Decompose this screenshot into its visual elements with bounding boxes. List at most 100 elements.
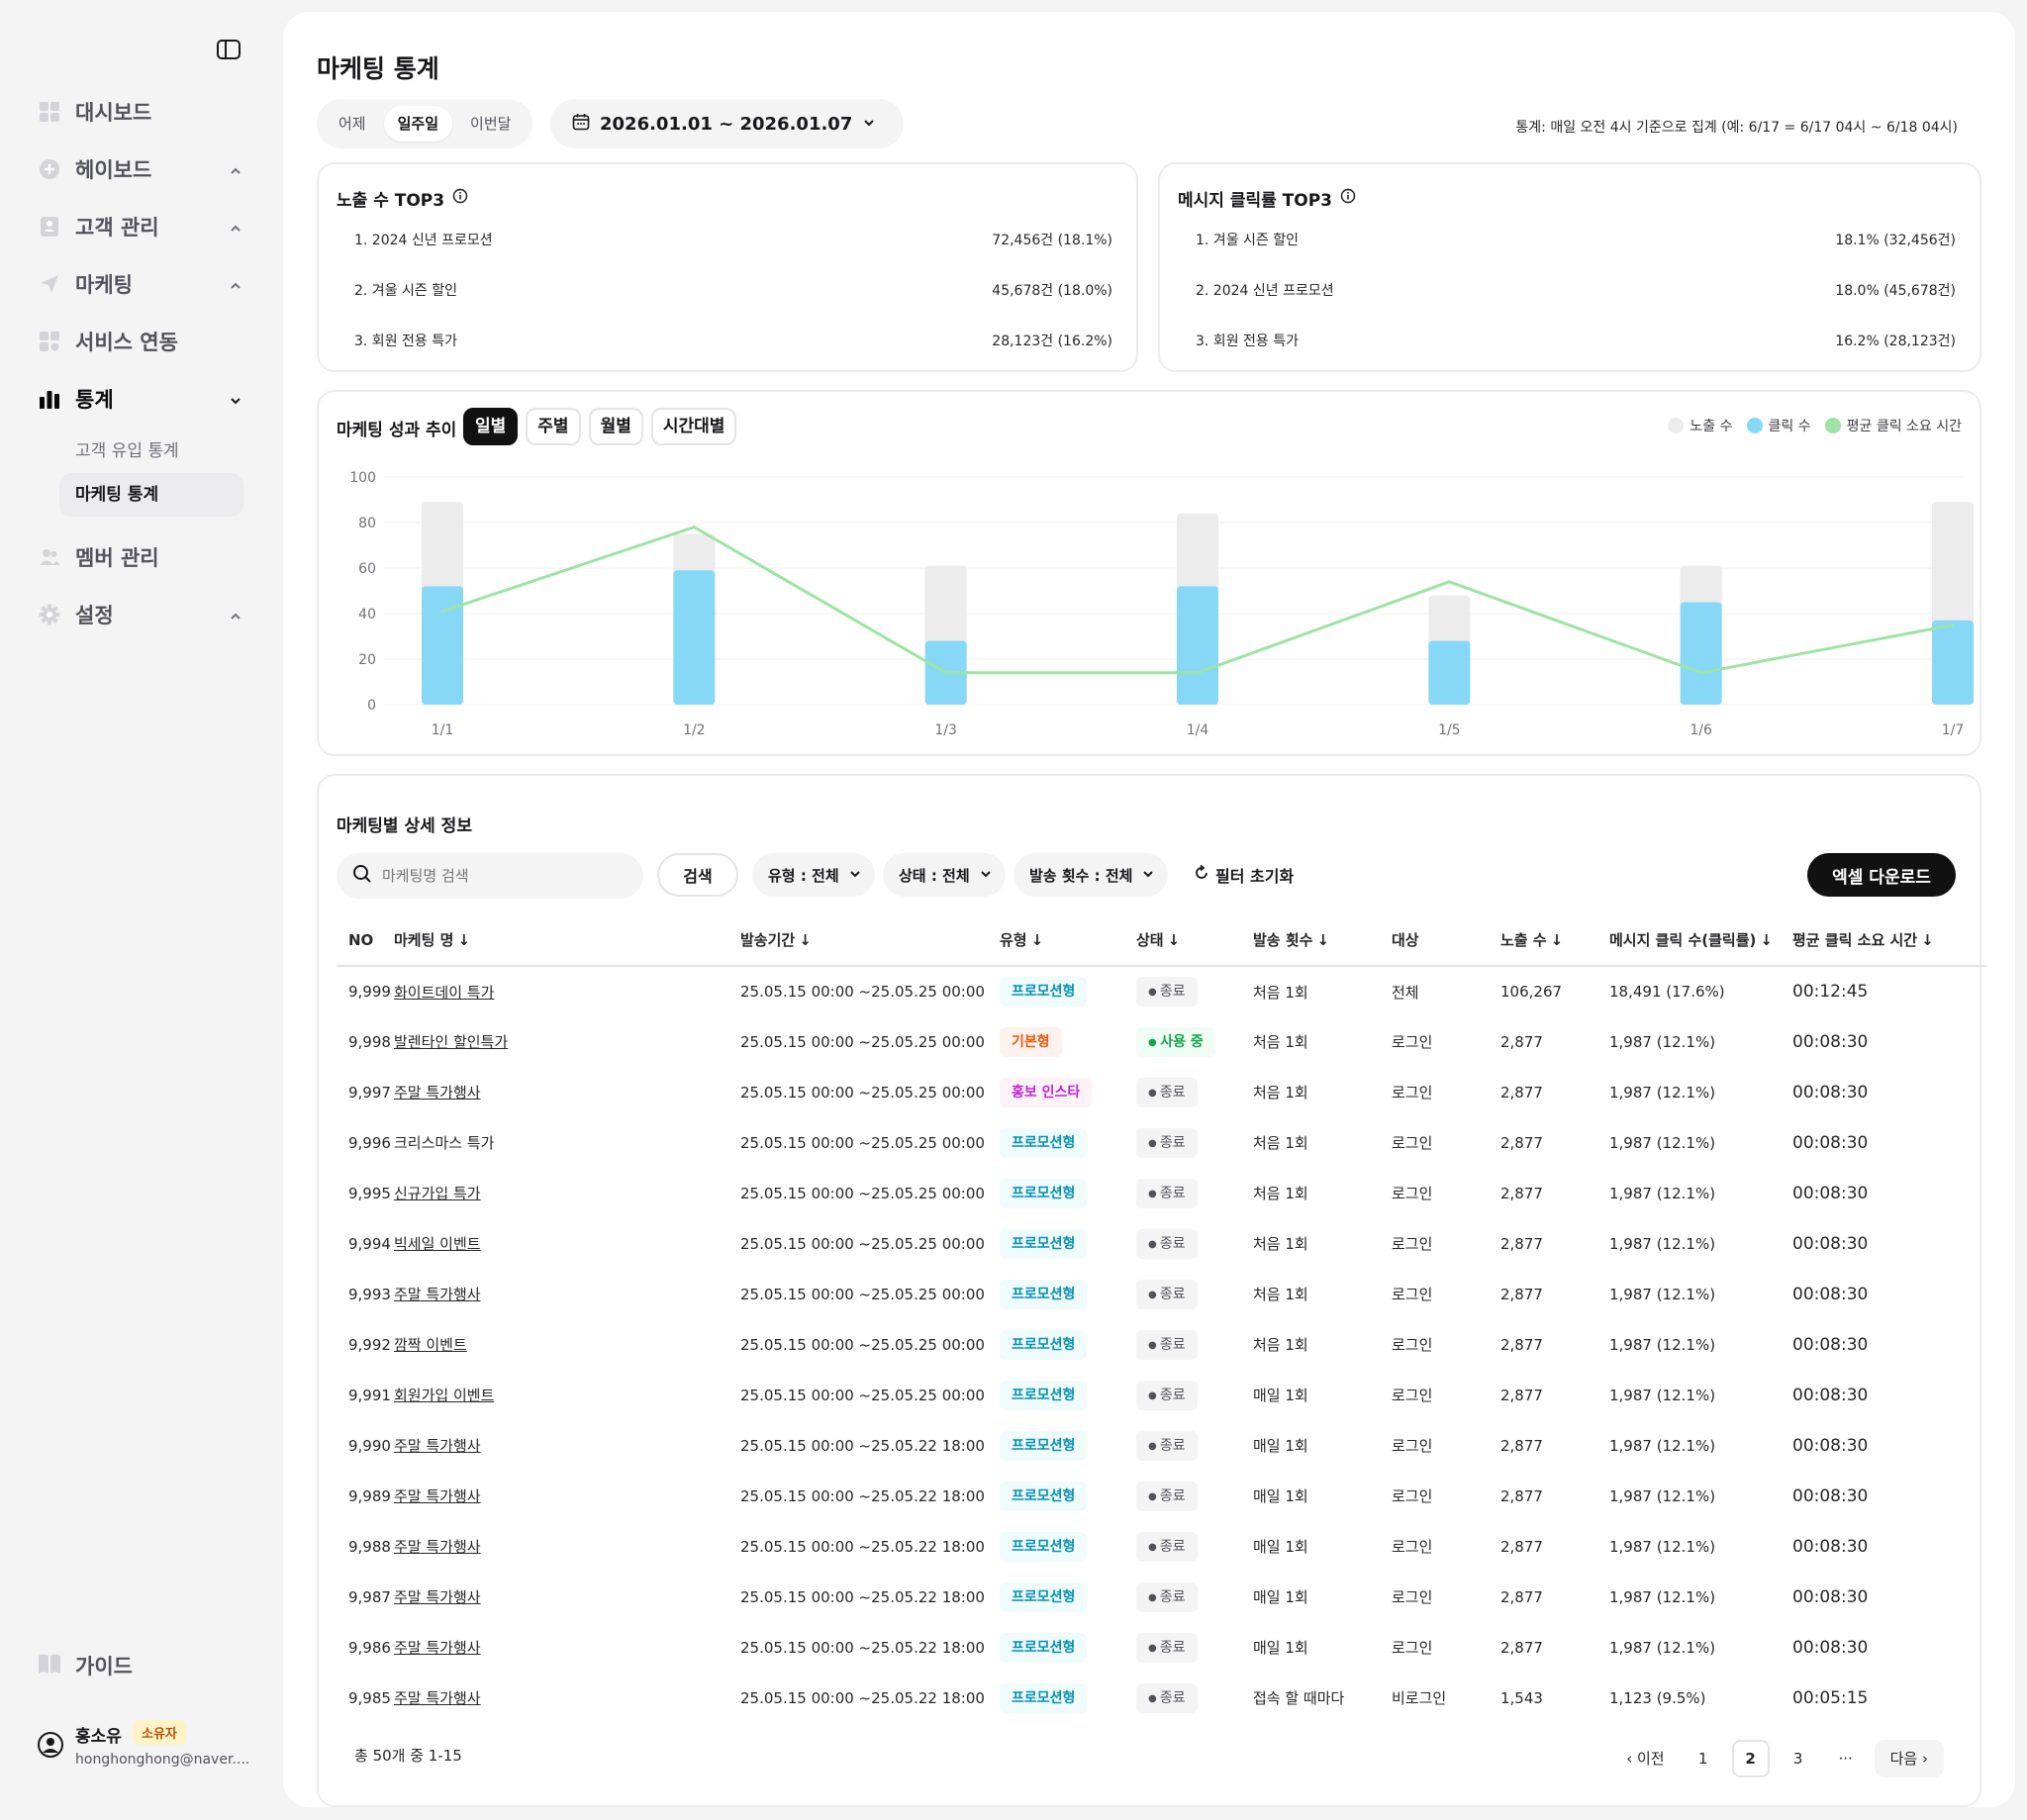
table-row[interactable]: 9,998 발렌타인 할인특가 25.05.15 00:00 ~25.05.25 0… [337,1016,1987,1067]
cell-name[interactable]: 빅세일 이벤트 [394,1218,740,1269]
search-input[interactable] [382,867,620,885]
table-row[interactable]: 9,988 주말 특가행사 25.05.15 00:00 ~25.05.22 18:… [337,1521,1987,1572]
marketing-name-link[interactable]: 회원가입 이벤트 [394,1387,495,1404]
chart-tab[interactable]: 시간대별 [650,408,737,445]
marketing-name-link[interactable]: 신규가입 특가 [394,1185,481,1202]
table-row[interactable]: 9,989 주말 특가행사 25.05.15 00:00 ~25.05.22 18:… [337,1471,1987,1521]
column-header[interactable]: 메시지 클릭 수(클릭률) ↓ [1609,914,1792,967]
table-row[interactable]: 9,993 주말 특가행사 25.05.15 00:00 ~25.05.25 00:… [337,1269,1987,1319]
cell-name[interactable]: 크리스마스 특가 [394,1117,740,1168]
date-range-picker[interactable]: 2026.01.01 ~ 2026.01.07 [550,99,905,148]
column-header[interactable]: 노출 수 ↓ [1500,914,1609,967]
cell-name[interactable]: 주말 특가행사 [394,1521,740,1572]
page-button[interactable]: 2 [1731,1740,1770,1777]
chevron-up-icon[interactable] [228,275,243,291]
sidebar-toggle-icon[interactable] [216,38,241,61]
marketing-name-link[interactable]: 주말 특가행사 [394,1437,481,1455]
info-icon[interactable] [1340,188,1356,209]
filter-reset-button[interactable]: 필터 초기화 [1194,853,1294,897]
cell-name[interactable]: 화이트데이 특가 [394,966,740,1016]
status-filter[interactable]: 상태 : 전체 [883,853,1006,897]
marketing-name-link[interactable]: 주말 특가행사 [394,1588,481,1606]
sidebar-item-items3[interactable]: 마케팅 [36,255,243,313]
marketing-name-link[interactable]: 깜짝 이벤트 [394,1336,467,1354]
sort-arrow-icon[interactable]: ↓ [799,931,812,949]
table-row[interactable]: 9,987 주말 특가행사 25.05.15 00:00 ~25.05.22 18:… [337,1572,1987,1622]
column-header[interactable]: 발송 횟수 ↓ [1253,914,1392,967]
cell-name[interactable]: 발렌타인 할인특가 [394,1016,740,1067]
sidebar-item-items2[interactable]: 고객 관리 [36,198,243,255]
sort-arrow-icon[interactable]: ↓ [1030,931,1044,949]
chart-tab[interactable]: 주별 [526,408,581,445]
chevron-up-icon[interactable] [228,606,243,622]
chevron-up-icon[interactable] [228,218,243,234]
chevron-down-icon[interactable] [228,390,243,406]
page-button[interactable]: 1 [1697,1750,1708,1768]
sidebar-item-items1[interactable]: 헤이보드 [36,141,243,198]
table-row[interactable]: 9,997 주말 특가행사 25.05.15 00:00 ~25.05.25 00:… [337,1067,1987,1117]
search-button[interactable]: 검색 [657,853,738,897]
column-header[interactable]: 상태 ↓ [1136,914,1253,967]
sidebar-item-items5[interactable]: 통계 [36,370,243,428]
cell-name[interactable]: 주말 특가행사 [394,1572,740,1622]
sidebar-subitem[interactable]: 마케팅 통계 [59,473,243,517]
sort-arrow-icon[interactable]: ↓ [457,931,471,949]
marketing-name-link[interactable]: 주말 특가행사 [394,1286,481,1303]
column-header[interactable]: 유형 ↓ [1000,914,1136,967]
table-row[interactable]: 9,986 주말 특가행사 25.05.15 00:00 ~25.05.22 18:… [337,1622,1987,1673]
table-row[interactable]: 9,999 화이트데이 특가 25.05.15 00:00 ~25.05.25 00… [337,966,1987,1016]
chart-tab[interactable]: 월별 [588,408,643,445]
marketing-name-link[interactable]: 주말 특가행사 [394,1538,481,1556]
sort-arrow-icon[interactable]: ↓ [1550,931,1564,949]
table-row[interactable]: 9,991 회원가입 이벤트 25.05.15 00:00 ~25.05.25 00… [337,1370,1987,1420]
column-header[interactable]: 마케팅 명 ↓ [394,914,740,967]
marketing-name-link[interactable]: 주말 특가행사 [394,1639,481,1657]
table-row[interactable]: 9,985 주말 특가행사 25.05.15 00:00 ~25.05.22 18:… [337,1673,1987,1723]
info-icon[interactable] [452,188,468,209]
range-tab[interactable]: 어제 [338,115,366,133]
marketing-name-link[interactable]: 화이트데이 특가 [394,983,495,1002]
marketing-name-link[interactable]: 빅세일 이벤트 [394,1235,481,1253]
sort-arrow-icon[interactable]: ↓ [1921,931,1934,949]
range-tab[interactable]: 이번달 [470,115,512,133]
sort-arrow-icon[interactable]: ↓ [1167,931,1181,949]
chevron-up-icon[interactable] [228,160,243,176]
marketing-name-link[interactable]: 크리스마스 특가 [394,1134,495,1152]
cell-name[interactable]: 주말 특가행사 [394,1269,740,1319]
sidebar-subitem[interactable]: 고객 유입 통계 [75,441,179,461]
sidebar-item-guide[interactable]: 가이드 [38,1651,133,1680]
column-header[interactable]: 발송기간 ↓ [740,914,1000,967]
sidebar-item-items_after1[interactable]: 설정 [36,586,243,643]
sort-arrow-icon[interactable]: ↓ [1760,931,1773,949]
cell-name[interactable]: 신규가입 특가 [394,1168,740,1218]
table-row[interactable]: 9,992 깜짝 이벤트 25.05.15 00:00 ~25.05.25 00:0… [337,1319,1987,1370]
table-row[interactable]: 9,996 크리스마스 특가 25.05.15 00:00 ~25.05.25 00… [337,1117,1987,1168]
column-header[interactable]: 평균 클릭 소요 시간 ↓ [1792,914,1987,967]
sidebar-item-items4[interactable]: 서비스 연동 [36,313,243,370]
marketing-name-link[interactable]: 발렌타인 할인특가 [394,1033,509,1051]
marketing-name-link[interactable]: 주말 특가행사 [394,1689,481,1707]
type-filter[interactable]: 유형 : 전체 [752,853,875,897]
page-button[interactable]: ··· [1838,1750,1853,1768]
cell-name[interactable]: 주말 특가행사 [394,1067,740,1117]
range-tab[interactable]: 일주일 [383,106,453,142]
sidebar-item-items_after0[interactable]: 멤버 관리 [36,528,243,586]
cell-name[interactable]: 주말 특가행사 [394,1471,740,1521]
table-row[interactable]: 9,994 빅세일 이벤트 25.05.15 00:00 ~25.05.25 00:… [337,1218,1987,1269]
cell-name[interactable]: 회원가입 이벤트 [394,1370,740,1420]
page-button[interactable]: 3 [1792,1750,1803,1768]
table-row[interactable]: 9,995 신규가입 특가 25.05.15 00:00 ~25.05.25 00:… [337,1168,1987,1218]
marketing-name-link[interactable]: 주말 특가행사 [394,1487,481,1505]
send-count-filter[interactable]: 발송 횟수 : 전체 [1014,853,1169,897]
sort-arrow-icon[interactable]: ↓ [1316,931,1330,949]
prev-page-button[interactable]: ‹ 이전 [1616,1740,1674,1777]
excel-download-button[interactable]: 엑셀 다운로드 [1807,853,1956,897]
cell-name[interactable]: 깜짝 이벤트 [394,1319,740,1370]
table-row[interactable]: 9,990 주말 특가행사 25.05.15 00:00 ~25.05.22 18:… [337,1420,1987,1471]
cell-name[interactable]: 주말 특가행사 [394,1622,740,1673]
user-profile[interactable]: 홍소유 소유자 honghonghong@naver.... [38,1720,249,1775]
sidebar-item-items0[interactable]: 대시보드 [36,83,243,141]
cell-name[interactable]: 주말 특가행사 [394,1420,740,1471]
cell-name[interactable]: 주말 특가행사 [394,1673,740,1723]
chart-tab[interactable]: 일별 [463,408,519,445]
